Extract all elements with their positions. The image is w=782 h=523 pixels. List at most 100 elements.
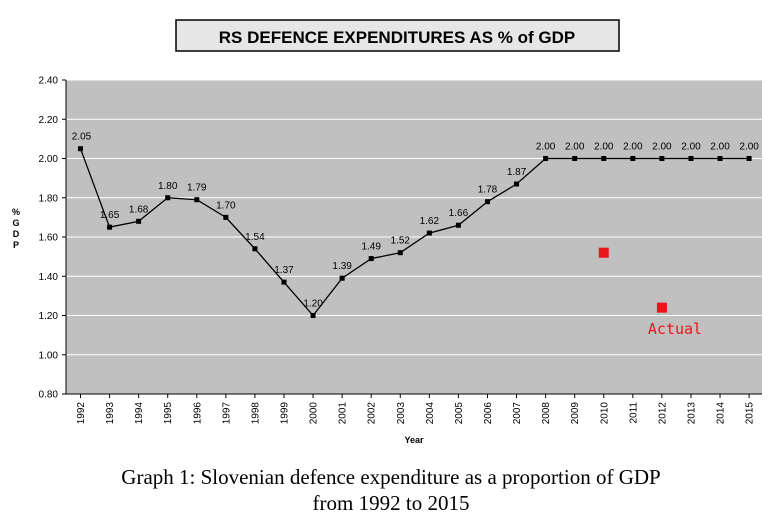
x-tick-label: 2002 bbox=[367, 402, 378, 425]
data-point-1992 bbox=[78, 146, 83, 152]
caption-line-1: Graph 1: Slovenian defence expenditure a… bbox=[121, 465, 661, 489]
y-axis-title-char: G bbox=[12, 218, 19, 228]
data-point-2010 bbox=[601, 156, 607, 161]
series-line bbox=[79, 148, 750, 317]
x-tick-label: 1992 bbox=[76, 402, 87, 425]
y-axis-ticks: 0.80 1.00 1.20 1.40 1.60 1.80 2.00 2.20 2.40 bbox=[39, 76, 762, 401]
data-point-2014 bbox=[717, 156, 723, 161]
data-label-2013: 2.00 bbox=[681, 142, 701, 153]
x-tick-label: 1993 bbox=[105, 402, 116, 425]
data-label-1998: 1.54 bbox=[245, 232, 265, 243]
x-tick-label: 2010 bbox=[599, 402, 610, 425]
data-label-2010: 2.00 bbox=[594, 142, 614, 153]
data-point-2002 bbox=[368, 256, 374, 262]
actual-point-2010 bbox=[598, 247, 609, 258]
data-label-2001: 1.39 bbox=[332, 261, 352, 272]
y-tick-label: 2.20 bbox=[39, 115, 59, 126]
data-label-1997: 1.70 bbox=[216, 200, 236, 211]
x-tick-label: 2004 bbox=[425, 402, 436, 425]
data-point-2000 bbox=[310, 313, 316, 318]
y-tick-label: 2.00 bbox=[39, 154, 59, 165]
y-tick-label: 1.40 bbox=[39, 272, 59, 283]
x-tick-label: 2011 bbox=[628, 402, 639, 424]
data-point-1993 bbox=[107, 224, 113, 230]
x-tick-label: 1994 bbox=[134, 402, 145, 425]
x-tick-label: 2012 bbox=[657, 402, 668, 425]
data-point-1996 bbox=[194, 197, 200, 203]
x-tick-label: 1998 bbox=[250, 402, 261, 425]
data-point-2012 bbox=[659, 156, 665, 161]
y-tick-label: 1.20 bbox=[39, 311, 59, 322]
data-label-2009: 2.00 bbox=[565, 142, 585, 153]
data-label-1995: 1.80 bbox=[158, 181, 178, 192]
data-point-1997 bbox=[223, 214, 229, 220]
chart-title-box bbox=[175, 19, 620, 52]
data-point-2004 bbox=[426, 230, 432, 236]
data-label-1996: 1.79 bbox=[187, 183, 207, 194]
data-label-2015: 2.00 bbox=[739, 142, 759, 153]
y-axis-title-char: D bbox=[13, 229, 20, 239]
series-line-path bbox=[79, 148, 750, 317]
data-point-2001 bbox=[339, 275, 345, 281]
x-tick-label: 2005 bbox=[454, 402, 465, 425]
x-tick-label: 2013 bbox=[686, 402, 697, 425]
data-label-2002: 1.49 bbox=[361, 242, 381, 253]
data-label-1999: 1.37 bbox=[274, 265, 294, 276]
data-point-2005 bbox=[455, 222, 461, 228]
x-tick-label: 2008 bbox=[541, 402, 552, 425]
data-label-2000: 1.20 bbox=[303, 299, 323, 310]
x-tick-label: 2006 bbox=[483, 402, 494, 425]
data-label-2005: 1.66 bbox=[449, 208, 469, 219]
data-point-2003 bbox=[397, 250, 403, 256]
data-label-2008: 2.00 bbox=[536, 142, 556, 153]
data-label-1994: 1.68 bbox=[129, 204, 149, 215]
chart-title: RS DEFENCE EXPENDITURES AS % of GDP bbox=[219, 28, 575, 47]
y-tick-label: 0.80 bbox=[39, 390, 59, 401]
y-tick-label: 1.80 bbox=[39, 193, 59, 204]
x-tick-label: 1996 bbox=[192, 402, 203, 425]
data-point-2011 bbox=[630, 156, 636, 161]
data-label-2007: 1.87 bbox=[507, 167, 527, 178]
data-point-2013 bbox=[688, 156, 694, 161]
data-label-2012: 2.00 bbox=[652, 142, 672, 153]
data-label-2011: 2.00 bbox=[623, 142, 643, 153]
x-tick-label: 2009 bbox=[570, 402, 581, 425]
data-label-1993: 1.65 bbox=[100, 210, 120, 221]
x-tick-label: 1995 bbox=[163, 402, 174, 425]
data-label-2006: 1.78 bbox=[478, 185, 498, 196]
data-point-2008 bbox=[543, 156, 549, 161]
data-point-1998 bbox=[252, 246, 258, 252]
data-point-1995 bbox=[165, 195, 171, 201]
y-axis-title-char: % bbox=[12, 207, 20, 217]
y-tick-label: 2.40 bbox=[39, 76, 59, 87]
x-tick-label: 2007 bbox=[512, 402, 523, 425]
data-point-1994 bbox=[136, 218, 142, 224]
x-tick-label: 2003 bbox=[396, 402, 407, 425]
series-markers bbox=[78, 146, 752, 318]
x-axis-ticks: 1992 1993 1994 1995 1996 1997 1998 1999 2000 2001… bbox=[76, 394, 756, 424]
x-tick-label: 2014 bbox=[716, 402, 727, 425]
data-labels: 2.05 1.65 1.68 1.80 1.79 1.70 1.54 1.37 1.20 1.39… bbox=[72, 132, 760, 310]
data-label-2003: 1.52 bbox=[391, 236, 411, 247]
data-point-2006 bbox=[484, 199, 490, 205]
data-point-2007 bbox=[514, 181, 520, 187]
x-tick-label: 2000 bbox=[309, 402, 320, 425]
x-axis-title: Year bbox=[404, 435, 424, 445]
actual-label: Actual bbox=[648, 320, 702, 338]
x-tick-label: 1999 bbox=[279, 402, 290, 425]
data-point-2009 bbox=[572, 156, 578, 161]
data-label-1992: 2.05 bbox=[72, 132, 92, 143]
y-axis-title-char: P bbox=[13, 240, 19, 250]
caption-line-2: from 1992 to 2015 bbox=[312, 491, 470, 515]
data-point-1999 bbox=[281, 279, 287, 285]
actual-markers bbox=[598, 247, 667, 313]
y-tick-label: 1.00 bbox=[39, 350, 59, 361]
data-point-2015 bbox=[746, 156, 752, 161]
y-axis-title: %GDP bbox=[12, 207, 20, 250]
data-label-2014: 2.00 bbox=[710, 142, 730, 153]
actual-point-2012 bbox=[656, 302, 667, 313]
x-tick-label: 1997 bbox=[221, 402, 232, 425]
x-tick-label: 2015 bbox=[745, 402, 756, 425]
data-label-2004: 1.62 bbox=[420, 216, 440, 227]
